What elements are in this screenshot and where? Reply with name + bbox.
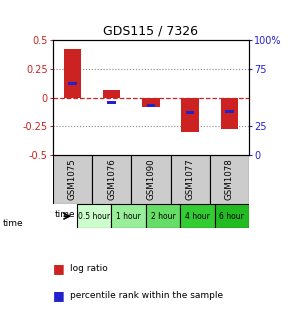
Bar [221,97,238,128]
Bar [186,111,195,114]
Text: GSM1077: GSM1077 [186,159,195,200]
Text: time: time [54,210,75,219]
Bar [77,204,111,228]
Bar [111,204,146,228]
Bar [103,90,120,97]
Bar [142,97,160,107]
Text: percentile rank within the sample: percentile rank within the sample [70,291,224,300]
Text: 2 hour: 2 hour [151,212,175,221]
Text: ■: ■ [53,289,64,302]
Bar [92,155,131,204]
Text: GSM1075: GSM1075 [68,159,77,200]
Text: 0.5 hour: 0.5 hour [78,212,110,221]
Text: 4 hour: 4 hour [185,212,210,221]
Text: log ratio: log ratio [70,264,108,273]
Text: GSM1076: GSM1076 [107,159,116,200]
Bar [146,104,155,107]
Text: time: time [3,219,23,228]
Bar [171,155,210,204]
Title: GDS115 / 7326: GDS115 / 7326 [103,25,198,38]
Text: ■: ■ [53,262,64,275]
Text: GSM1090: GSM1090 [146,159,155,200]
Bar [180,204,214,228]
Bar [225,110,234,113]
Bar [181,97,199,132]
Bar [131,155,171,204]
Text: 1 hour: 1 hour [116,212,141,221]
Bar [64,49,81,97]
Text: 6 hour: 6 hour [219,212,244,221]
Text: GSM1078: GSM1078 [225,159,234,200]
Bar [146,204,180,228]
Bar [214,204,249,228]
Bar [53,155,92,204]
Bar [68,82,77,85]
Bar [210,155,249,204]
Bar [107,101,116,103]
